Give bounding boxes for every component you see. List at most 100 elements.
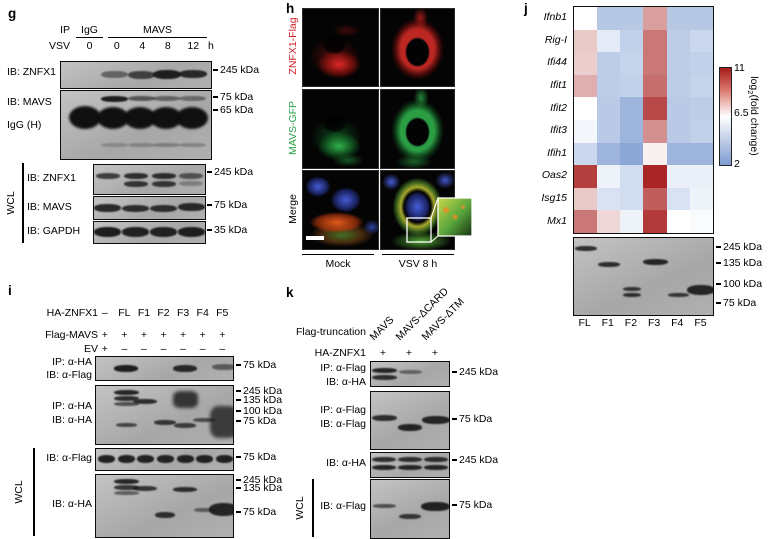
protein-band xyxy=(424,457,448,462)
lane-value: – xyxy=(141,343,147,355)
g-wcl-znfx1-blot xyxy=(93,164,206,195)
protein-band xyxy=(154,420,176,425)
h-col-label-mock: Mock xyxy=(325,258,351,270)
marker-75: 75 kDa xyxy=(214,199,248,211)
protein-band xyxy=(643,259,668,265)
heatmap-cell xyxy=(620,7,644,30)
heatmap-cell xyxy=(643,210,667,233)
i-row-values-haznfx1: – FL F1 F2 F3 F4 F5 xyxy=(95,307,232,319)
k-ha-values: + + + xyxy=(370,347,448,359)
protein-band xyxy=(137,455,154,463)
marker-245: 245 kDa xyxy=(459,454,499,466)
protein-band xyxy=(196,455,213,463)
vsv-time: 8 xyxy=(164,40,171,52)
heatmap-cell xyxy=(574,210,598,233)
protein-band xyxy=(623,287,641,291)
vsv-time-unit: h xyxy=(208,40,214,52)
lane-value: F5 xyxy=(216,307,229,319)
protein-band xyxy=(399,514,421,519)
i-blot2-line2: IB: α-HA xyxy=(52,414,92,426)
protein-band xyxy=(399,370,422,374)
marker-75: 75 kDa xyxy=(243,415,277,427)
marker-75: 75 kDa xyxy=(220,91,254,103)
protein-band xyxy=(114,365,138,372)
heatmap-cell xyxy=(597,165,621,188)
mavs-underline xyxy=(108,37,207,39)
protein-band xyxy=(398,465,422,470)
protein-band xyxy=(122,227,149,237)
protein-band xyxy=(575,246,597,251)
heatmap-cell xyxy=(689,7,713,30)
marker-75: 75 kDa xyxy=(243,451,277,463)
protein-band xyxy=(114,402,139,406)
heatmap-cell xyxy=(643,165,667,188)
marker-135: 135 kDa xyxy=(243,482,283,494)
protein-band xyxy=(209,503,233,516)
i-wcl-ha-blot xyxy=(95,474,234,538)
protein-band xyxy=(150,107,182,129)
j-marker-245: 245 kDa xyxy=(716,241,762,253)
protein-band xyxy=(124,107,156,129)
heatmap-cell xyxy=(666,7,690,30)
lane-value: F3 xyxy=(176,307,190,319)
protein-band xyxy=(128,71,155,79)
protein-band xyxy=(178,203,205,211)
k-wcl-bracket xyxy=(312,479,314,537)
lane-value: + xyxy=(101,343,108,355)
j-marker-75: 75 kDa xyxy=(716,297,756,309)
protein-band xyxy=(193,418,215,422)
heatmap-cell xyxy=(574,187,598,211)
heatmap-cell xyxy=(643,29,667,53)
protein-band xyxy=(122,205,149,212)
heatmap-cell xyxy=(666,97,690,120)
heatmap-cell xyxy=(620,142,644,166)
heatmap-cell xyxy=(620,29,644,53)
heatmap-cell xyxy=(689,97,713,120)
k-blot4-label: IB: α-Flag xyxy=(320,500,366,512)
vsv-time: 12 xyxy=(187,40,200,52)
protein-band xyxy=(177,455,194,463)
protein-band xyxy=(98,455,115,463)
protein-band xyxy=(128,96,155,101)
heatmap-cell xyxy=(643,97,667,120)
g-wcl-label: WCL xyxy=(5,191,17,215)
heatmap-cell xyxy=(574,97,598,120)
protein-band xyxy=(173,365,197,372)
protein-band xyxy=(97,107,129,129)
marker-75: 75 kDa xyxy=(723,297,757,309)
protein-band xyxy=(153,143,180,147)
protein-band xyxy=(114,491,139,495)
j-lane-labels: FL F1 F2 F3 F4 F5 xyxy=(573,317,712,329)
protein-band xyxy=(116,423,137,427)
k-wcl-ha-blot xyxy=(370,452,450,478)
protein-band xyxy=(398,457,422,462)
lane-value: F2 xyxy=(157,307,170,319)
k-wcl-flag-blot xyxy=(370,479,450,539)
heatmap-cell xyxy=(620,74,644,98)
heatmap-cell xyxy=(643,187,667,211)
i-row-name-flagmavs: Flag-MAVS xyxy=(45,329,98,341)
protein-band xyxy=(398,424,422,431)
protein-band xyxy=(94,227,121,237)
vsv-time-igg: 0 xyxy=(86,40,93,52)
lane-value: FL xyxy=(118,307,131,319)
lane-value: – xyxy=(160,343,167,355)
heatmap-cell xyxy=(574,74,598,98)
protein-band xyxy=(152,181,176,187)
marker-75: 75 kDa xyxy=(243,359,277,371)
heatmap-cell xyxy=(597,210,621,233)
colorbar-tick-mid: 6.5 xyxy=(734,107,749,119)
k-lane-label-mavs: MAVS xyxy=(367,314,397,343)
lane-value: – xyxy=(199,343,206,355)
i-blot4-marker-75: 75 kDa xyxy=(236,506,276,518)
heatmap-cell xyxy=(597,29,621,53)
heatmap-cell xyxy=(574,165,598,188)
k-blot3-label: IB: α-HA xyxy=(326,457,366,469)
lane-value: – xyxy=(121,343,128,355)
g-wcl-mavs-blot xyxy=(93,196,206,220)
protein-band xyxy=(157,455,174,463)
g-wcl-blot2-marker: 75 kDa xyxy=(207,199,247,211)
k-blot1-marker: 245 kDa xyxy=(452,366,498,378)
vsv-time: 0 xyxy=(113,40,120,52)
k-blot1-line2: IB: α-HA xyxy=(326,376,366,388)
